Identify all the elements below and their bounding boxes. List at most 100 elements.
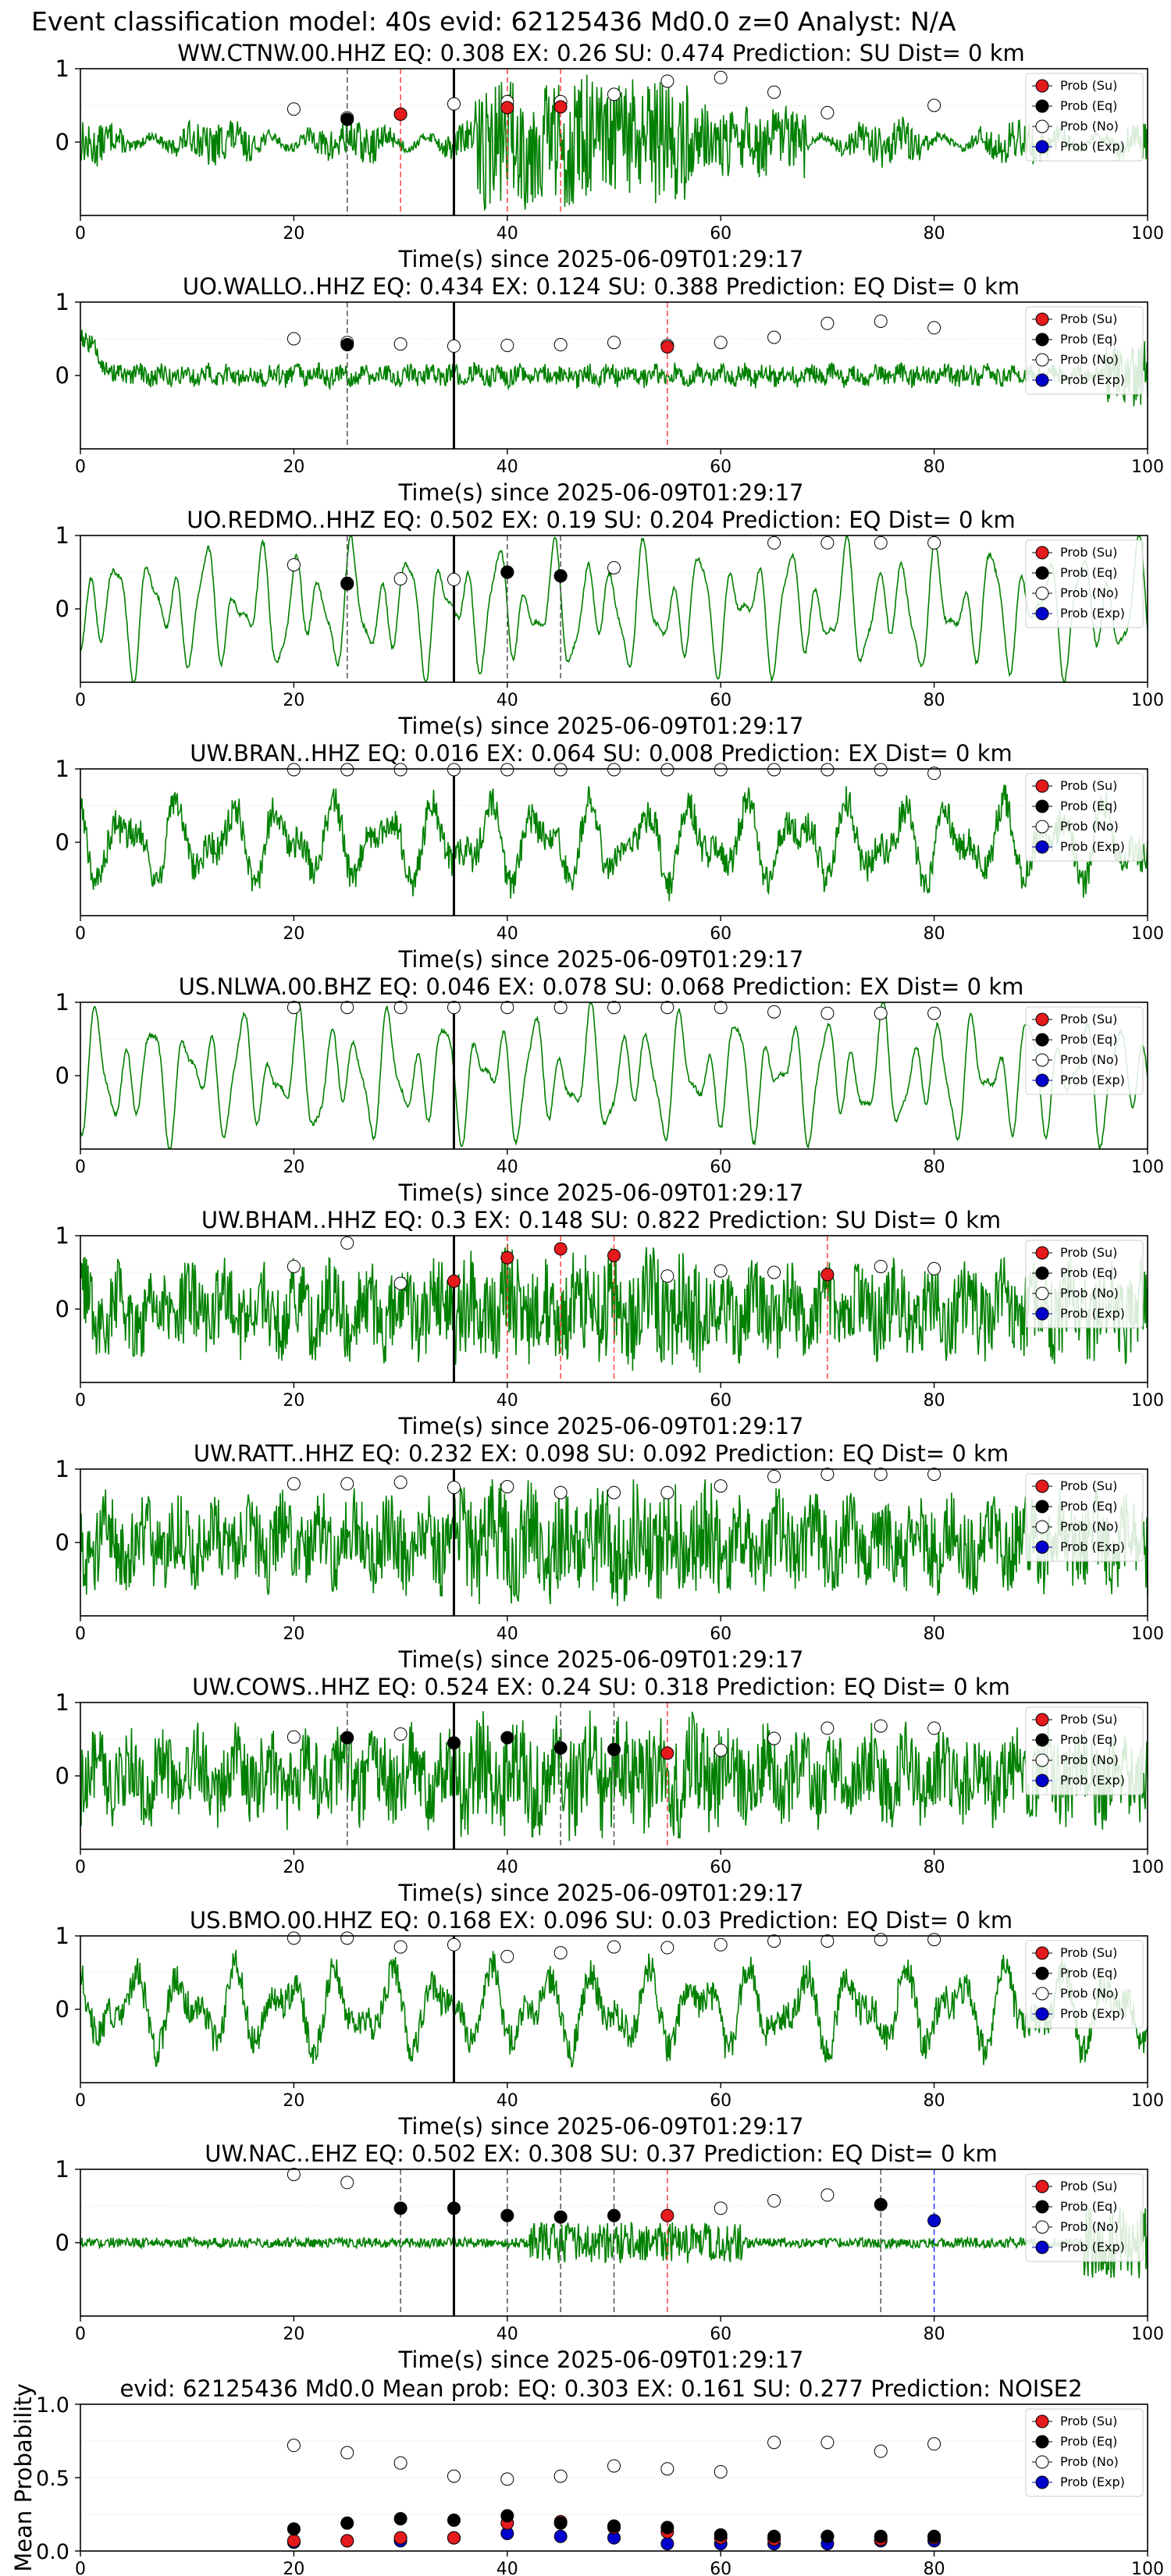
prob-no-point <box>393 337 408 351</box>
y-tick-label: 0.5 <box>36 2467 69 2491</box>
legend-frame <box>1025 306 1144 395</box>
prob-eq-point <box>553 2210 568 2224</box>
y-tick-label: 0 <box>55 1996 69 2023</box>
x-tick-label: 20 <box>283 1391 304 1411</box>
prob-no-point <box>874 2444 888 2458</box>
legend-marker <box>1035 1733 1049 1747</box>
x-tick-label: 60 <box>710 2560 731 2576</box>
x-axis-label: Time(s) since 2025-06-09T01:29:17 <box>398 1646 804 1673</box>
x-tick-label: 100 <box>1131 2325 1164 2344</box>
x-tick-label: 20 <box>283 691 304 710</box>
legend-label: Prob (Eq) <box>1060 1032 1117 1047</box>
legend-marker <box>1035 566 1049 580</box>
x-tick-label: 60 <box>710 1158 731 1177</box>
legend-label: Prob (No) <box>1060 1286 1119 1300</box>
x-tick-label: 0 <box>75 224 86 244</box>
prob-eq-point <box>340 338 354 352</box>
prob-no-point <box>393 1727 408 1741</box>
legend-marker <box>1035 119 1049 133</box>
prob-no-point <box>714 336 728 350</box>
prob-su-point <box>660 340 674 354</box>
x-tick-label: 60 <box>710 2325 731 2344</box>
legend-label: Prob (Exp) <box>1060 1539 1125 1554</box>
x-tick-label: 0 <box>75 924 86 944</box>
waveform-trace <box>80 329 1148 407</box>
legend-marker <box>1035 546 1049 560</box>
prob-eq-point <box>447 1736 461 1750</box>
prob-no-point <box>767 85 781 99</box>
x-axis-label: Time(s) since 2025-06-09T01:29:17 <box>398 1179 804 1206</box>
legend-marker <box>1035 840 1049 854</box>
prob-no-point <box>340 763 354 777</box>
legend-label: Prob (No) <box>1060 352 1119 367</box>
prob-eq-point <box>393 2201 408 2215</box>
panel-10: UW.NAC..EHZ EQ: 0.502 EX: 0.308 SU: 0.37… <box>55 2140 1164 2373</box>
legend-label: Prob (Exp) <box>1060 372 1125 387</box>
prob-eq-point <box>874 2197 888 2211</box>
y-axis-label: Mean Probability <box>10 2383 37 2572</box>
prob-no-point <box>447 1001 461 1015</box>
prob-eq-point <box>500 2509 514 2523</box>
prob-su-point <box>340 2534 354 2548</box>
y-tick-label: 1 <box>55 2156 69 2183</box>
x-tick-label: 20 <box>283 924 304 944</box>
prob-no-point <box>287 1477 301 1491</box>
prob-eq-point <box>553 1741 568 1755</box>
prob-no-point <box>927 767 941 781</box>
x-tick-label: 80 <box>924 2091 945 2111</box>
y-tick-label: 1 <box>55 989 69 1016</box>
x-tick-label: 100 <box>1131 2560 1164 2576</box>
panel-title: UO.REDMO..HHZ EQ: 0.502 EX: 0.19 SU: 0.2… <box>187 507 1015 533</box>
x-tick-label: 40 <box>497 1858 518 1877</box>
panel-9: US.BMO.00.HHZ EQ: 0.168 EX: 0.096 SU: 0.… <box>55 1907 1164 2140</box>
prob-no-point <box>767 1005 781 1019</box>
prob-no-point <box>340 2446 354 2460</box>
prob-no-point <box>607 336 621 350</box>
legend: Prob (Su) Prob (Eq) Prob (No) Prob (Exp) <box>1025 73 1144 162</box>
legend-label: Prob (Exp) <box>1060 1773 1125 1788</box>
prob-no-point <box>393 1276 408 1290</box>
prob-no-point <box>767 1265 781 1279</box>
prob-eq-point <box>447 2201 461 2215</box>
legend: Prob (Su) Prob (Eq) Prob (No) Prob (Exp) <box>1025 773 1144 862</box>
legend-frame <box>1025 73 1144 162</box>
prob-no-point <box>287 2439 301 2453</box>
prob-no-point <box>820 1468 835 1482</box>
panel-11: evid: 62125436 Md0.0 Mean prob: EQ: 0.30… <box>10 2375 1164 2576</box>
legend-marker <box>1035 2240 1049 2254</box>
prob-no-point <box>447 1481 461 1494</box>
legend-marker <box>1035 1479 1049 1493</box>
legend-frame <box>1025 539 1144 628</box>
y-tick-label: 0 <box>55 362 69 389</box>
prob-eq-point <box>287 2522 301 2536</box>
x-tick-label: 40 <box>497 1158 518 1177</box>
prob-no-point <box>287 102 301 116</box>
x-axis-label: Time(s) since 2025-06-09T01:29:17 <box>398 2347 804 2373</box>
legend-frame <box>1025 2408 1144 2497</box>
prob-eq-point <box>340 577 354 591</box>
legend-label: Prob (Exp) <box>1060 1073 1125 1087</box>
legend-label: Prob (No) <box>1060 1519 1119 1534</box>
legend-marker <box>1035 1012 1049 1026</box>
panel-title: evid: 62125436 Md0.0 Mean prob: EQ: 0.30… <box>119 2375 1082 2402</box>
legend-marker <box>1035 373 1049 387</box>
x-tick-label: 80 <box>924 1158 945 1177</box>
panel-6: UW.BHAM..HHZ EQ: 0.3 EX: 0.148 SU: 0.822… <box>55 1207 1164 1439</box>
legend-frame <box>1025 2173 1144 2262</box>
legend-label: Prob (Su) <box>1060 1712 1117 1727</box>
prob-no-point <box>820 105 835 119</box>
x-axis-label: Time(s) since 2025-06-09T01:29:17 <box>398 2113 804 2140</box>
y-tick-label: 0 <box>55 1062 69 1089</box>
legend-label: Prob (Eq) <box>1060 2199 1117 2214</box>
legend-frame <box>1025 1473 1144 1562</box>
prob-no-point <box>553 763 568 777</box>
prob-no-point <box>767 330 781 344</box>
legend-label: Prob (Eq) <box>1060 1499 1117 1514</box>
panel-title: WW.CTNW.00.HHZ EQ: 0.308 EX: 0.26 SU: 0.… <box>177 40 1025 66</box>
x-tick-label: 80 <box>924 924 945 944</box>
prob-no-point <box>660 1001 674 1015</box>
prob-su-point <box>820 1268 835 1282</box>
legend-marker <box>1035 99 1049 113</box>
prob-no-point <box>714 1479 728 1493</box>
